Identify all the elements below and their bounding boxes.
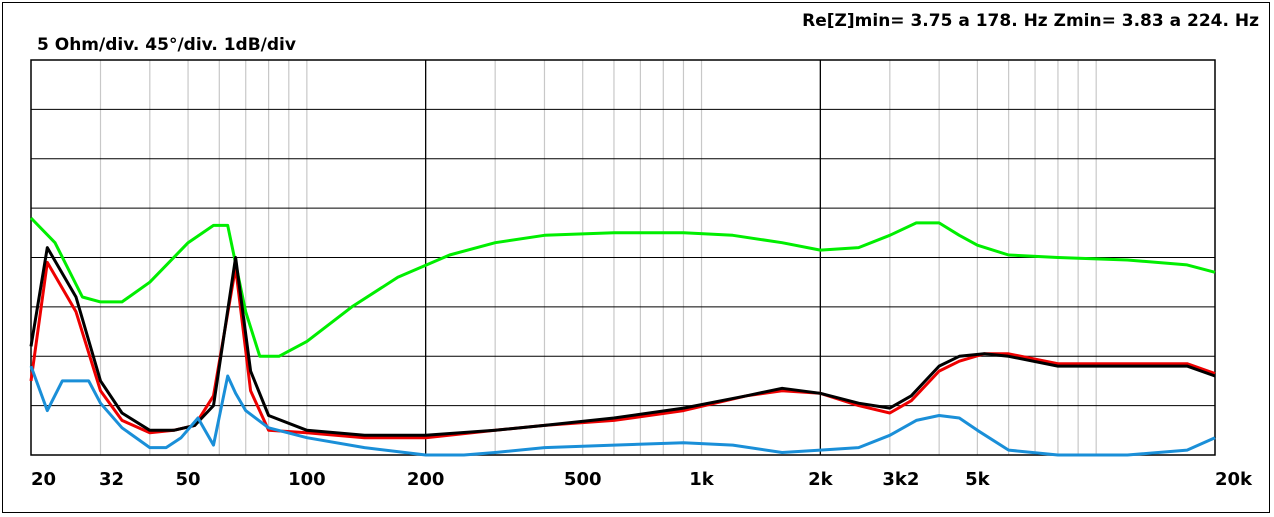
x-tick-label: 200 bbox=[407, 469, 445, 490]
series-line-1 bbox=[29, 216, 1216, 358]
x-tick-label: 500 bbox=[564, 469, 602, 490]
x-tick-label: 100 bbox=[288, 469, 326, 490]
scale-label: 5 Ohm/div. 45°/div. 1dB/div bbox=[37, 35, 296, 55]
series-line-4 bbox=[29, 365, 1216, 457]
series-layer bbox=[29, 216, 1216, 457]
x-tick-label: 1k bbox=[689, 469, 715, 490]
x-tick-label: 3k2 bbox=[882, 469, 919, 490]
x-tick-label: 20 bbox=[31, 469, 56, 490]
plot-border bbox=[30, 59, 1216, 456]
x-tick-label: 50 bbox=[176, 469, 201, 490]
x-tick-label: 20k bbox=[1215, 469, 1253, 490]
min-impedance-readout: Re[Z]min= 3.75 a 178. Hz Zmin= 3.83 a 22… bbox=[802, 11, 1259, 31]
x-tick-label: 5k bbox=[965, 469, 991, 490]
x-tick-label: 32 bbox=[99, 469, 124, 490]
impedance-plot: 20 32 50 100 200 500 1k 2k 3k2 5k 20k bbox=[29, 59, 1253, 490]
series-line-3 bbox=[29, 246, 1216, 437]
major-grid bbox=[31, 60, 1215, 455]
x-tick-label: 2k bbox=[808, 469, 834, 490]
x-tick-labels: 20 32 50 100 200 500 1k 2k 3k2 5k 20k bbox=[31, 469, 1253, 490]
